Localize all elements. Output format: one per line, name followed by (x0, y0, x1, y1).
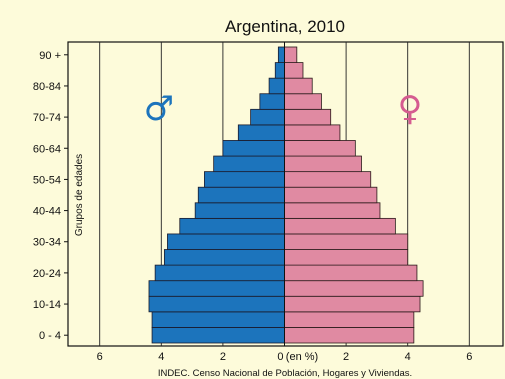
y-tick-label: 90 + (39, 50, 61, 62)
unit-label: (en %) (286, 351, 318, 363)
male-symbol-icon: ♂ (144, 89, 174, 129)
y-tick-label: 30-34 (33, 237, 61, 249)
y-tick-label: 10-14 (33, 299, 61, 311)
bar-male (250, 108, 285, 126)
y-tick-label: 20-24 (33, 268, 61, 280)
bar-female (284, 140, 356, 157)
source-note: INDEC. Censo Nacional de Población, Hoga… (158, 368, 412, 379)
x-tick-label: 2 (220, 351, 226, 363)
bar-male (151, 327, 285, 344)
x-tick-label: 0 (277, 351, 283, 363)
y-axis-label: Grupos de edades (74, 154, 85, 236)
bar-female (284, 108, 332, 126)
female-symbol-icon: ♀ (398, 89, 423, 129)
chart-title: Argentina, 2010 (225, 17, 345, 36)
y-tick-label: 80-84 (33, 81, 61, 93)
bar-male (259, 93, 285, 110)
bar-female (284, 264, 418, 282)
bar-female (284, 46, 298, 63)
bar-female (284, 295, 421, 313)
bar-female (284, 171, 372, 188)
bar-male (179, 217, 285, 235)
bar-female (284, 311, 415, 328)
bar-male (268, 77, 285, 95)
y-tick-label: 50-54 (33, 174, 61, 186)
bar-female (284, 202, 381, 219)
bar-female (284, 124, 341, 141)
bar-male (222, 140, 285, 157)
bar-female (284, 327, 415, 344)
bar-male (154, 264, 285, 282)
bar-male (151, 311, 285, 328)
bar-male (204, 171, 285, 188)
bar-male (197, 186, 285, 204)
bar-female (284, 77, 313, 95)
bar-male (148, 295, 285, 313)
bar-male (237, 124, 285, 141)
x-tick-label: 6 (466, 351, 472, 363)
y-tick-label: 40-44 (33, 206, 61, 218)
y-tick-label: 0 - 4 (39, 330, 61, 342)
bar-male (274, 62, 285, 79)
x-axis-ticks: 6 4 2 0 2 4 6 (97, 351, 473, 363)
bar-female (284, 186, 378, 204)
y-tick-label: 70-74 (33, 112, 61, 124)
bar-female (284, 155, 362, 173)
bar-male (148, 280, 285, 297)
plot-frame (67, 41, 504, 347)
x-tick-label: 4 (158, 351, 164, 363)
y-tick-label: 60-64 (33, 143, 61, 155)
x-tick-label: 2 (343, 351, 349, 363)
bar-female (284, 217, 396, 235)
x-tick-label: 4 (405, 351, 411, 363)
bar-male (213, 155, 285, 173)
bar-male (277, 46, 285, 63)
bar-male (194, 202, 285, 219)
bar-female (284, 93, 322, 110)
bar-female (284, 233, 409, 250)
x-tick-label: 6 (97, 351, 103, 363)
bars (148, 42, 424, 346)
y-axis-ticks: 0 - 4 10-14 20-24 30-34 40-44 50-54 60-64 70-74… (33, 50, 68, 342)
bar-female (284, 62, 304, 79)
bar-female (284, 280, 424, 297)
bar-female (284, 249, 409, 266)
bar-male (167, 233, 285, 250)
bar-male (163, 249, 285, 266)
